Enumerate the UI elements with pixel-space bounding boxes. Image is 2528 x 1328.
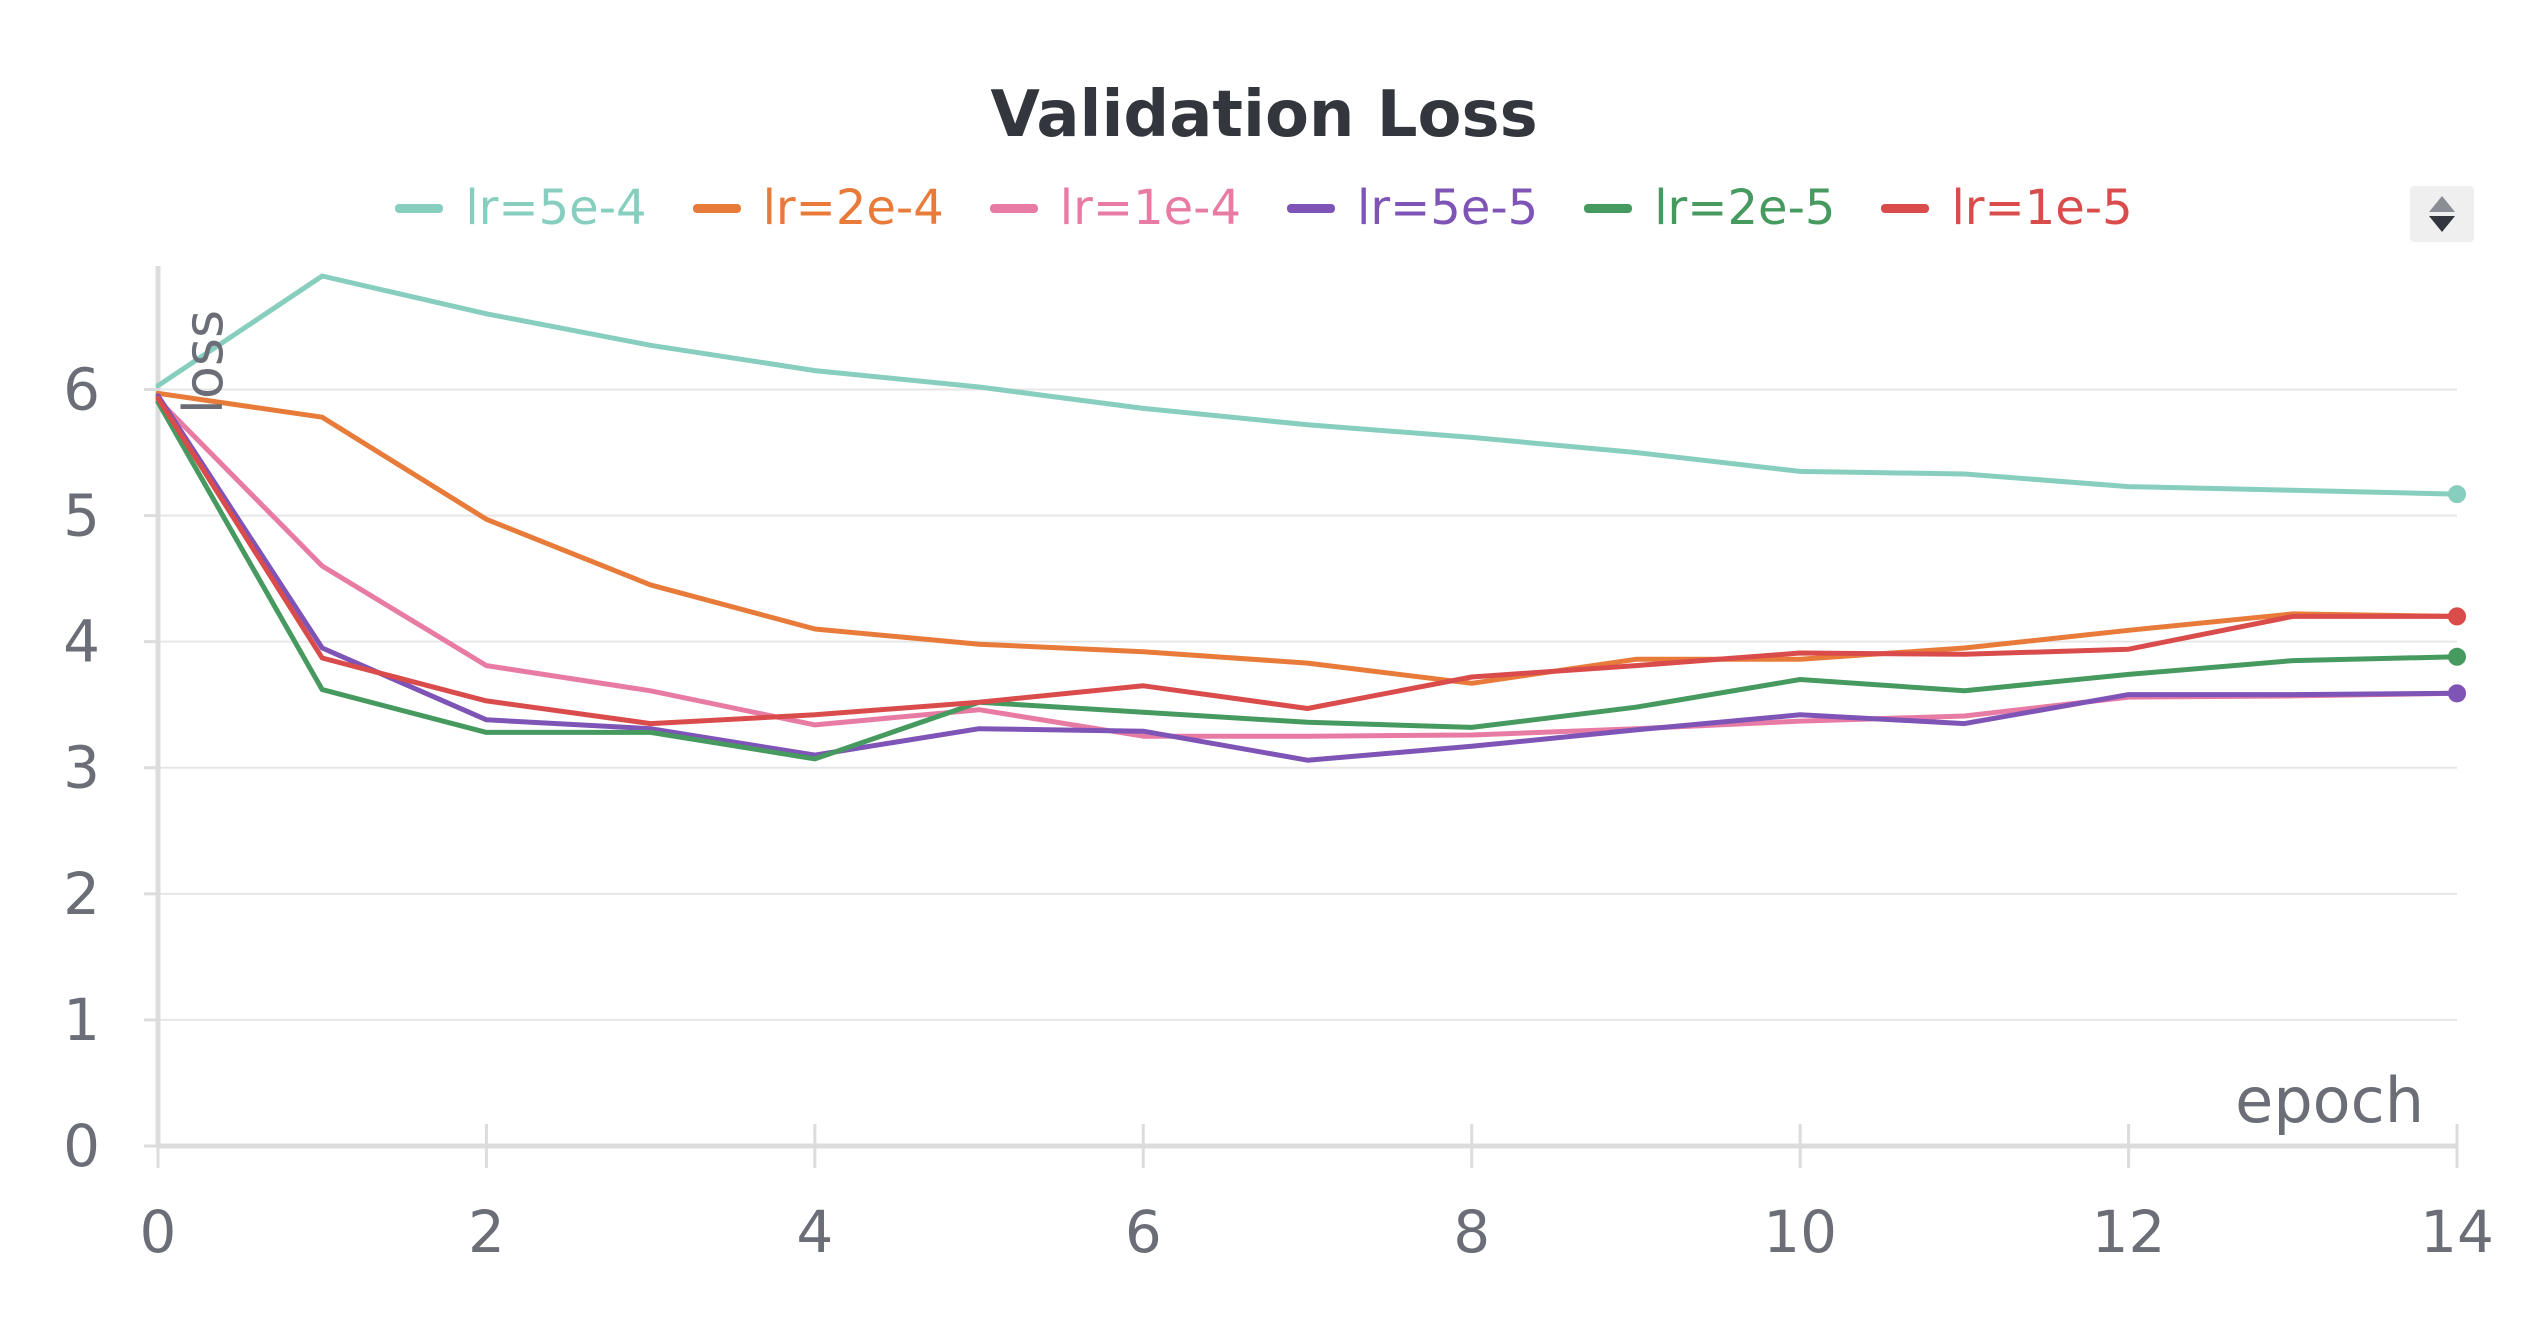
series-line-5 bbox=[155, 395, 2460, 727]
chevron-down-icon bbox=[2429, 216, 2455, 232]
legend-label: lr=2e-5 bbox=[1654, 180, 1836, 236]
y-axis-label: loss bbox=[172, 310, 235, 414]
y-tick-label: 5 bbox=[63, 482, 100, 550]
x-tick-label: 0 bbox=[140, 1198, 177, 1266]
series-endpoint-4 bbox=[2448, 647, 2466, 666]
y-tick-label: 3 bbox=[63, 734, 100, 802]
series-endpoint-0 bbox=[2448, 485, 2466, 504]
legend-item-4[interactable]: lr=2e-5 bbox=[1584, 180, 1835, 236]
series-line-4 bbox=[155, 399, 2460, 762]
legend-label: lr=5e-5 bbox=[1357, 180, 1539, 236]
x-tick-label: 14 bbox=[2420, 1198, 2494, 1266]
series-line-3 bbox=[155, 393, 2460, 763]
series-endpoint-5 bbox=[2448, 607, 2466, 626]
x-tick-label: 8 bbox=[1453, 1198, 1490, 1266]
chart-legend: lr=5e-4 lr=2e-4 lr=1e-4 lr=5e-5 lr=2e-5 lr=1e… bbox=[0, 180, 2528, 236]
series-lines bbox=[155, 273, 2466, 763]
y-tick-label: 6 bbox=[63, 355, 100, 423]
series-line-1 bbox=[155, 390, 2460, 686]
grid-lines bbox=[158, 388, 2457, 1021]
legend-label: lr=2e-4 bbox=[762, 180, 944, 236]
legend-swatch bbox=[989, 203, 1038, 213]
legend-swatch bbox=[692, 203, 741, 213]
y-tick-label: 0 bbox=[63, 1112, 100, 1180]
y-tick-label: 2 bbox=[63, 860, 100, 928]
legend-swatch bbox=[1287, 203, 1335, 213]
x-tick-label: 4 bbox=[796, 1198, 833, 1266]
series-line-0 bbox=[155, 273, 2460, 497]
x-tick-label: 10 bbox=[1763, 1198, 1837, 1266]
x-tick-label: 12 bbox=[2092, 1198, 2166, 1266]
legend-label: lr=1e-4 bbox=[1059, 180, 1241, 236]
series-endpoint-3 bbox=[2448, 684, 2466, 703]
legend-swatch bbox=[1881, 203, 1930, 213]
legend-swatch bbox=[1584, 203, 1633, 213]
y-tick-label: 4 bbox=[63, 608, 100, 676]
chart-title: Validation Loss bbox=[990, 78, 1538, 152]
legend-item-3[interactable]: lr=5e-5 bbox=[1287, 180, 1538, 236]
x-axis-label: epoch bbox=[2235, 1064, 2424, 1137]
legend-label: lr=1e-5 bbox=[1951, 180, 2133, 236]
legend-item-0[interactable]: lr=5e-4 bbox=[395, 180, 647, 236]
y-tick-label: 1 bbox=[63, 986, 100, 1054]
legend-item-1[interactable]: lr=2e-4 bbox=[692, 180, 944, 236]
x-tick-label: 2 bbox=[468, 1198, 505, 1266]
chevron-up-icon bbox=[2429, 196, 2455, 212]
legend-swatch bbox=[395, 203, 444, 213]
legend-scroll-button[interactable] bbox=[2410, 186, 2474, 242]
legend-item-5[interactable]: lr=1e-5 bbox=[1881, 180, 2133, 236]
x-tick-label: 6 bbox=[1125, 1198, 1162, 1266]
series-line-2 bbox=[155, 397, 2460, 739]
legend-label: lr=5e-4 bbox=[465, 180, 647, 236]
legend-item-2[interactable]: lr=1e-4 bbox=[989, 180, 1241, 236]
